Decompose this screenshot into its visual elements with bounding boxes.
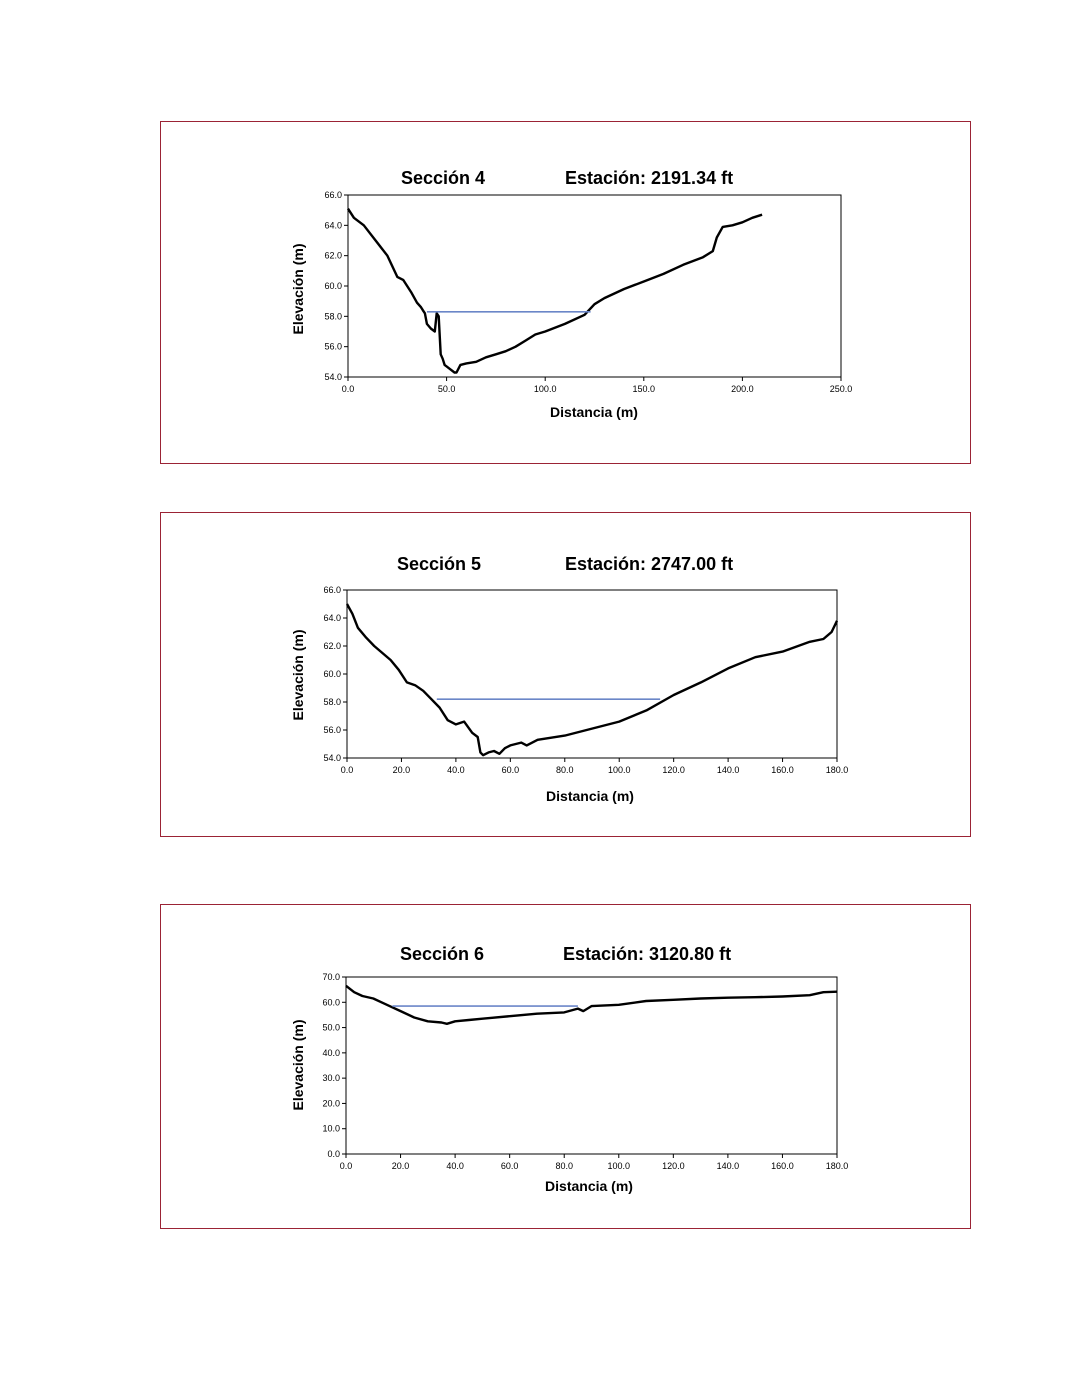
x-tick-label: 100.0	[608, 1161, 631, 1171]
chart-seccion-4: Sección 4 Estación: 2191.34 ft Distancia…	[290, 168, 852, 420]
plot-area: 0.0 50.0 100.0 150.0 200.0 250.0 54.0 56.0 58.0 6…	[324, 190, 852, 394]
ground-profile-line	[345, 603, 839, 757]
y-tick-label: 58.0	[323, 697, 341, 707]
plot-border	[347, 194, 842, 378]
chart-title: Sección 5	[397, 554, 481, 574]
y-tick-label: 30.0	[322, 1073, 340, 1083]
x-tick-label: 250.0	[830, 384, 853, 394]
y-tick-label: 60.0	[324, 281, 342, 291]
chart-station: Estación: 3120.80 ft	[563, 944, 731, 964]
y-axis-title: Elevación (m)	[290, 243, 306, 334]
y-tick-label: 62.0	[324, 251, 342, 261]
y-axis-title: Elevación (m)	[290, 629, 306, 720]
chart-seccion-6: Sección 6 Estación: 3120.80 ft Distancia…	[290, 944, 848, 1194]
x-tick-label: 160.0	[771, 765, 794, 775]
y-axis-title: Elevación (m)	[290, 1019, 306, 1110]
x-tick-label: 20.0	[392, 1161, 410, 1171]
y-tick-label: 70.0	[322, 972, 340, 982]
x-tick-label: 20.0	[393, 765, 411, 775]
chart-title: Sección 6	[400, 944, 484, 964]
x-tick-label: 100.0	[608, 765, 631, 775]
y-tick-label: 64.0	[324, 220, 342, 230]
plot-border	[346, 589, 838, 759]
y-tick-label: 56.0	[323, 725, 341, 735]
x-tick-label: 0.0	[341, 765, 354, 775]
y-tick-label: 40.0	[322, 1048, 340, 1058]
x-axis-title: Distancia (m)	[550, 404, 638, 420]
x-tick-label: 120.0	[662, 765, 685, 775]
x-tick-label: 60.0	[501, 1161, 519, 1171]
y-tick-label: 66.0	[324, 190, 342, 200]
y-tick-label: 54.0	[324, 372, 342, 382]
x-tick-label: 100.0	[534, 384, 557, 394]
chart-frame-seccion-6: Sección 6 Estación: 3120.80 ft Distancia…	[160, 904, 971, 1229]
y-tick-label: 60.0	[322, 997, 340, 1007]
x-tick-label: 40.0	[446, 1161, 464, 1171]
x-tick-label: 200.0	[731, 384, 754, 394]
x-tick-label: 180.0	[826, 1161, 849, 1171]
chart-seccion-5: Sección 5 Estación: 2747.00 ft Distancia…	[290, 554, 848, 804]
x-axis-title: Distancia (m)	[546, 788, 634, 804]
x-tick-label: 40.0	[447, 765, 465, 775]
chart-title: Sección 4	[401, 168, 485, 188]
y-tick-label: 50.0	[322, 1023, 340, 1033]
y-tick-label: 54.0	[323, 753, 341, 763]
x-tick-label: 0.0	[340, 1161, 353, 1171]
x-tick-label: 80.0	[556, 765, 574, 775]
y-tick-label: 58.0	[324, 311, 342, 321]
y-tick-label: 66.0	[323, 585, 341, 595]
y-tick-label: 0.0	[327, 1149, 340, 1159]
plot-area: 0.0 20.0 40.0 60.0 80.0 100.0 120.0 140.0 160.0 1…	[322, 972, 848, 1171]
chart-frame-seccion-5: Sección 5 Estación: 2747.00 ft Distancia…	[160, 512, 971, 837]
chart-station: Estación: 2747.00 ft	[565, 554, 733, 574]
y-tick-label: 60.0	[323, 669, 341, 679]
ground-profile-line	[346, 208, 763, 374]
plot-area: 0.0 20.0 40.0 60.0 80.0 100.0 120.0 140.0 160.0 1…	[323, 585, 848, 775]
x-tick-label: 60.0	[502, 765, 520, 775]
x-tick-label: 50.0	[438, 384, 456, 394]
x-tick-label: 140.0	[717, 765, 740, 775]
chart-frame-seccion-4: Sección 4 Estación: 2191.34 ft Distancia…	[160, 121, 971, 464]
y-tick-label: 56.0	[324, 342, 342, 352]
y-tick-label: 64.0	[323, 613, 341, 623]
y-tick-label: 10.0	[322, 1124, 340, 1134]
x-axis-title: Distancia (m)	[545, 1178, 633, 1194]
x-tick-label: 120.0	[662, 1161, 685, 1171]
y-tick-label: 62.0	[323, 641, 341, 651]
plot-border	[345, 976, 838, 1155]
x-tick-label: 180.0	[826, 765, 849, 775]
x-tick-label: 0.0	[342, 384, 355, 394]
ground-profile-line	[345, 984, 838, 1026]
y-tick-label: 20.0	[322, 1098, 340, 1108]
chart-station: Estación: 2191.34 ft	[565, 168, 733, 188]
x-tick-label: 140.0	[717, 1161, 740, 1171]
x-tick-label: 80.0	[555, 1161, 573, 1171]
x-tick-label: 150.0	[633, 384, 656, 394]
x-tick-label: 160.0	[771, 1161, 794, 1171]
